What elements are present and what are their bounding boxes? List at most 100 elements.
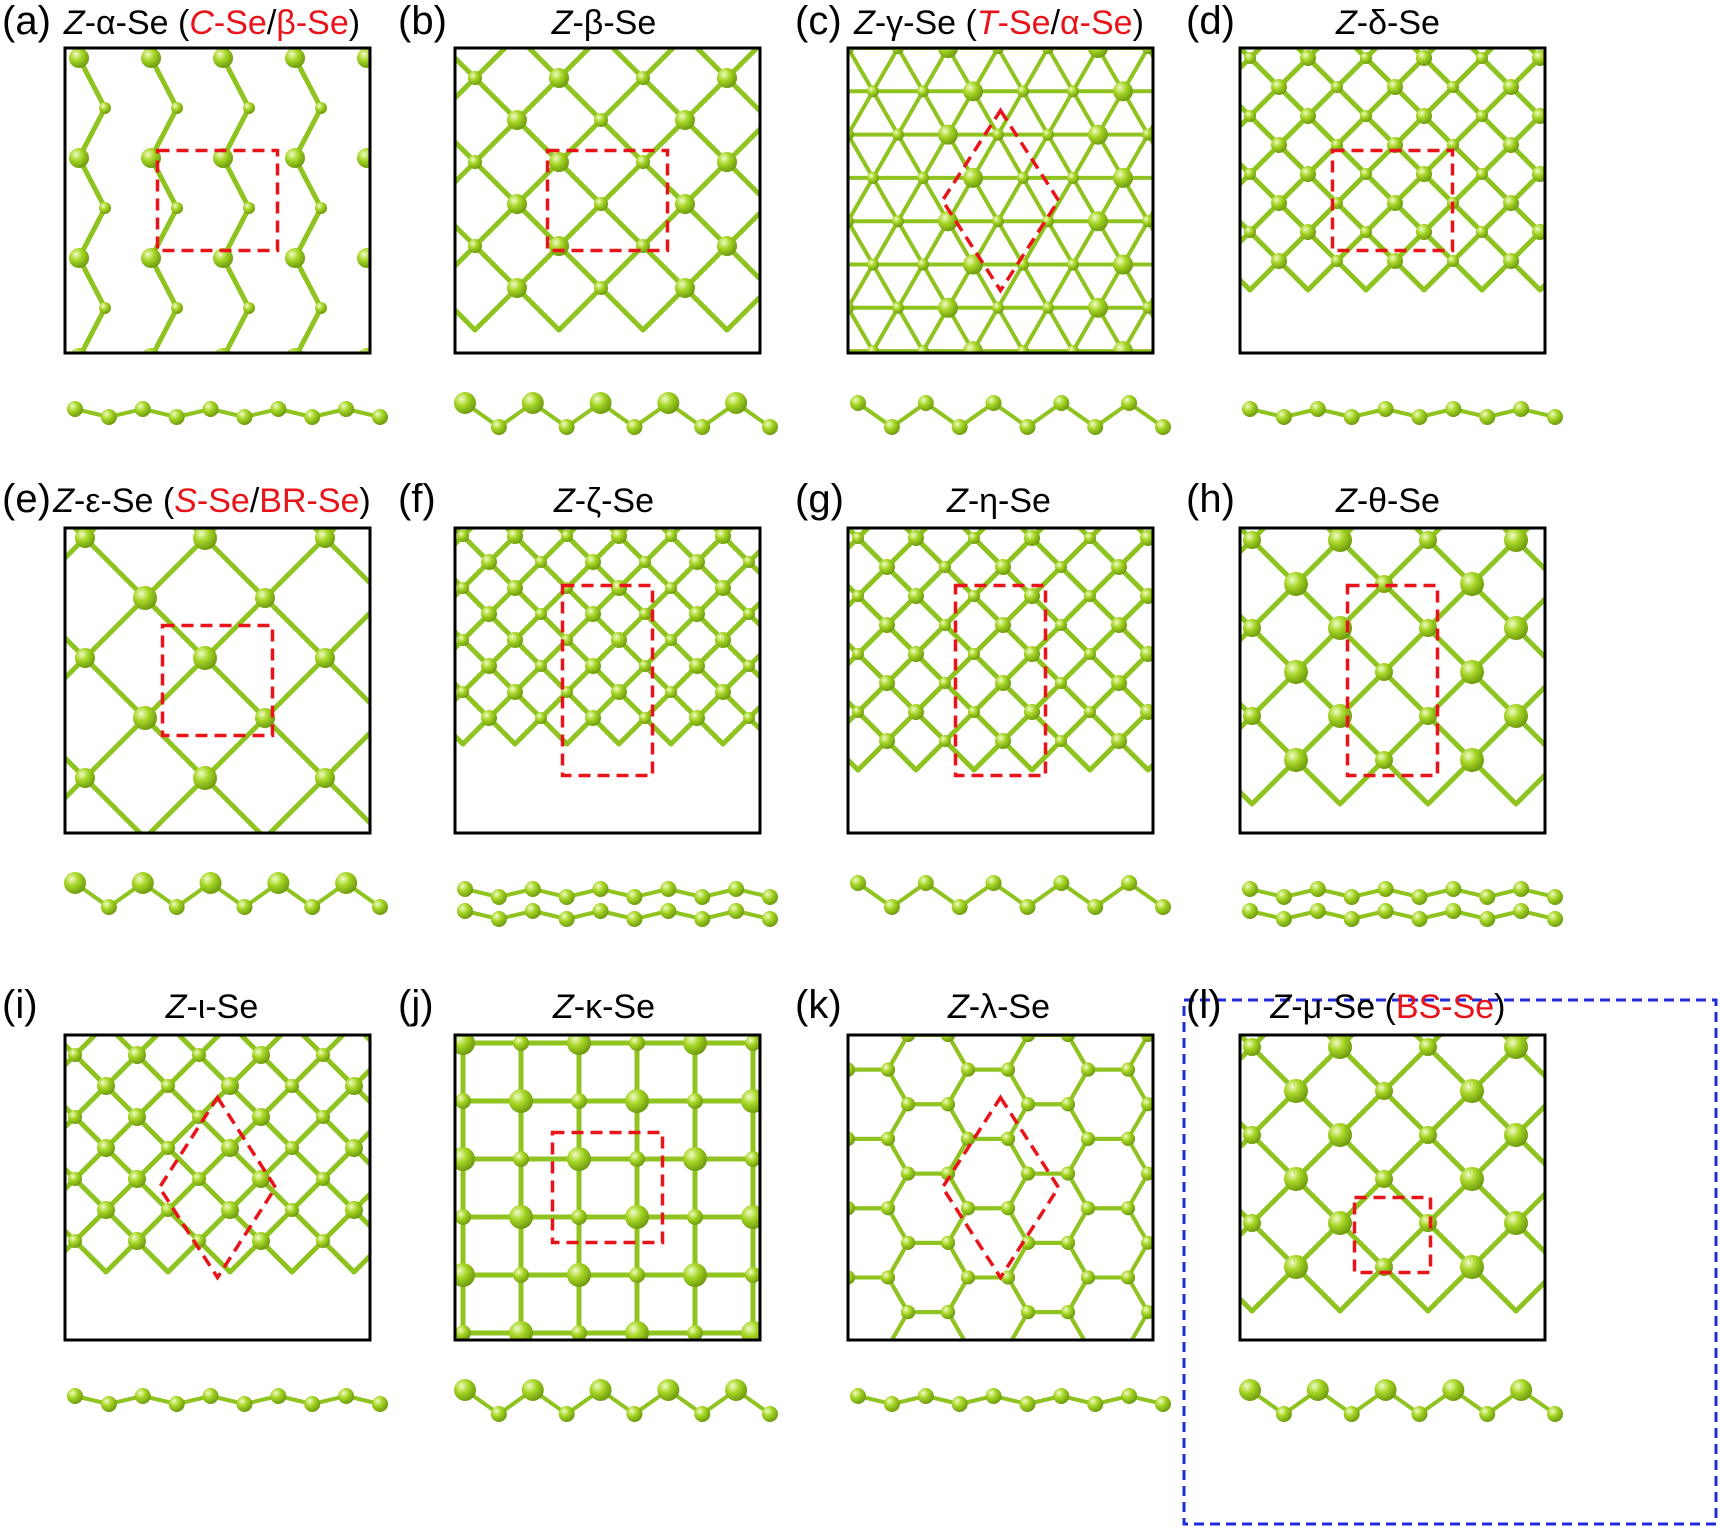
bond	[1021, 89, 1050, 137]
panel-k: (k) Z-λ-Se	[795, 931, 1171, 1412]
side-view	[1242, 881, 1563, 927]
bond	[1560, 1091, 1604, 1135]
bond	[798, 48, 823, 91]
atom	[966, 1339, 970, 1340]
bond	[262, 535, 328, 601]
bond	[1046, 262, 1075, 310]
bond	[1627, 203, 1656, 232]
atom	[426, 281, 440, 295]
bond	[746, 663, 760, 681]
atom	[1476, 226, 1488, 238]
atom	[1192, 42, 1204, 54]
bond	[971, 349, 977, 353]
bond	[828, 1312, 848, 1347]
bond	[871, 219, 900, 267]
bond	[1352, 48, 1369, 61]
bond	[848, 305, 875, 353]
atom	[1284, 1079, 1308, 1103]
alias-1-prefix: S	[174, 482, 197, 520]
bond	[512, 715, 544, 747]
unit-cell	[940, 107, 1061, 294]
bond	[478, 1148, 509, 1179]
atom	[1343, 1406, 1360, 1422]
atom	[941, 1374, 955, 1388]
atom	[1377, 903, 1394, 919]
atom	[236, 899, 253, 915]
phase-prefix: Z	[946, 482, 969, 520]
bond	[1627, 87, 1656, 116]
atom	[992, 215, 1004, 228]
panel-frame	[1238, 46, 1547, 355]
bond	[800, 741, 829, 770]
bond	[385, 658, 445, 718]
bond	[1164, 1179, 1208, 1223]
side-view	[457, 881, 778, 927]
atom	[961, 1201, 975, 1216]
bond	[1164, 1223, 1208, 1267]
atom	[1375, 1170, 1393, 1188]
atom	[821, 1097, 835, 1111]
atom	[883, 1396, 900, 1412]
bond	[871, 305, 900, 353]
atom	[1447, 81, 1459, 93]
panel-letter: (h)	[1186, 477, 1235, 521]
atom	[1152, 1211, 1176, 1235]
atom	[1532, 50, 1545, 66]
atom	[941, 1097, 955, 1112]
bond	[289, 1238, 326, 1275]
atom	[1087, 419, 1104, 435]
atom	[1111, 675, 1127, 691]
atom	[879, 501, 895, 517]
atom	[1680, 704, 1704, 728]
bond	[921, 349, 927, 353]
atom	[819, 632, 835, 648]
bond	[1046, 175, 1075, 224]
atom	[941, 1166, 955, 1181]
bond	[1334, 84, 1369, 119]
atom	[1140, 530, 1153, 546]
atom	[1086, 1339, 1090, 1340]
atom	[567, 1147, 591, 1171]
bond	[289, 1083, 326, 1120]
atom	[1067, 85, 1079, 98]
atom	[315, 528, 335, 548]
atom	[1547, 1406, 1563, 1422]
bond	[555, 528, 570, 539]
atom	[316, 1048, 330, 1062]
bond	[538, 559, 570, 591]
bond	[771, 596, 800, 625]
bond	[798, 394, 823, 437]
bond	[82, 775, 144, 833]
bond	[1381, 1132, 1431, 1182]
atom	[1121, 1388, 1138, 1404]
alias-1-rest: -Se	[214, 4, 267, 42]
bond	[1240, 218, 1253, 235]
atom	[409, 1203, 423, 1217]
bond	[1381, 713, 1431, 763]
atom	[1648, 224, 1664, 240]
phase-name: -δ-Se	[1357, 4, 1440, 42]
bond	[411, 692, 437, 718]
unit-cell	[1330, 148, 1455, 253]
atom	[1592, 110, 1604, 122]
atom	[1442, 1379, 1465, 1401]
atom	[1243, 1038, 1261, 1056]
atom	[821, 959, 835, 973]
bond	[642, 637, 674, 669]
bond	[1198, 48, 1223, 91]
bond	[848, 1134, 850, 1141]
atom	[823, 677, 835, 689]
atom	[725, 392, 748, 414]
atom	[403, 580, 419, 596]
atom	[1416, 108, 1432, 124]
bond	[1008, 931, 1028, 966]
atom	[1532, 166, 1545, 182]
atom	[1679, 139, 1691, 151]
atom	[1375, 751, 1393, 769]
panel-d: (d) Z-δ-Se	[1186, 0, 1691, 425]
phase-name: -λ-Se	[969, 988, 1050, 1026]
panel-title: Z-α-Se (C-Se/β-Se)	[63, 4, 360, 42]
atom	[469, 1077, 487, 1095]
bond	[556, 285, 604, 333]
atom	[1551, 663, 1569, 681]
